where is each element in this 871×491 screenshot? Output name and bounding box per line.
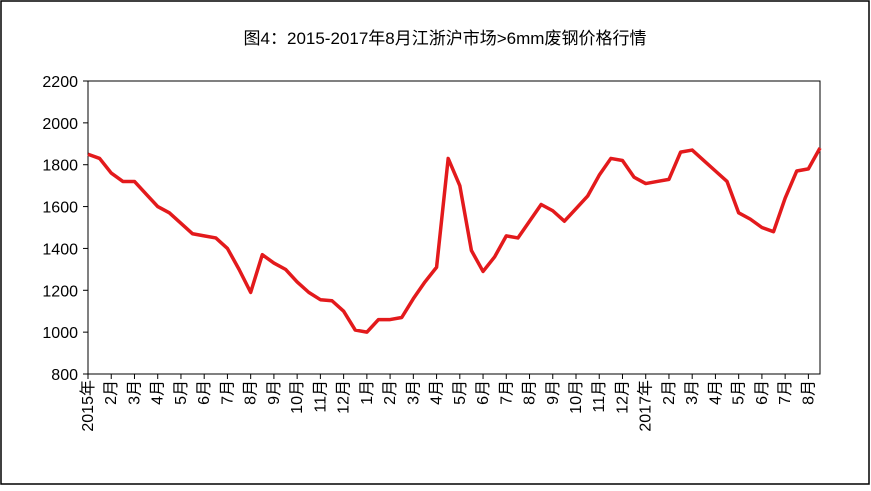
x-tick-label: 2月	[661, 380, 678, 405]
x-tick-label: 10月	[568, 380, 585, 414]
x-tick-label: 8月	[243, 380, 260, 405]
x-tick-label: 2017年	[637, 380, 655, 432]
y-tick-label: 1600	[42, 200, 78, 217]
y-tick-label: 2200	[42, 74, 78, 91]
x-tick-label: 5月	[173, 380, 190, 405]
x-tick-label: 6月	[475, 380, 492, 405]
x-tick-label: 11月	[312, 380, 329, 413]
x-tick-label: 9月	[545, 380, 562, 405]
x-tick-label: 10月	[289, 380, 306, 414]
x-tick-label: 2月	[103, 380, 120, 405]
x-tick-label: 5月	[731, 380, 748, 405]
x-tick-label: 2月	[382, 380, 399, 405]
plot-area	[87, 80, 821, 375]
x-tick-label: 1月	[359, 380, 376, 405]
x-tick-label: 7月	[498, 380, 515, 405]
chart-title: 图4：2015-2017年8月江浙沪市场>6mm废钢价格行情	[244, 29, 647, 48]
x-tick-label: 8月	[800, 380, 817, 405]
x-tick-label: 8月	[522, 380, 539, 405]
y-tick-label: 2000	[42, 116, 78, 133]
line	[87, 147, 822, 334]
y-tick-label: 1400	[42, 241, 78, 258]
y-tick-label: 1200	[42, 283, 78, 300]
y-tick-label: 800	[51, 367, 78, 384]
x-tick-label: 6月	[196, 380, 213, 405]
x-tick-label: 7月	[777, 380, 794, 405]
x-tick-label: 7月	[219, 380, 236, 405]
y-tick-label: 1800	[42, 158, 78, 175]
x-tick-label: 4月	[150, 380, 167, 405]
x-tick-label: 11月	[591, 380, 608, 413]
x-tick-label: 2015年	[79, 380, 97, 432]
x-tick-label: 5月	[452, 380, 469, 405]
y-tick-label: 1000	[42, 325, 78, 342]
x-tick-label: 12月	[614, 380, 631, 414]
x-tick-label: 4月	[707, 380, 724, 405]
x-tick-label: 3月	[405, 380, 422, 405]
x-tick-label: 9月	[266, 380, 283, 405]
x-tick-label: 3月	[126, 380, 143, 405]
x-tick-label: 4月	[429, 380, 446, 405]
x-tick-label: 3月	[684, 380, 701, 405]
x-tick-label: 12月	[336, 380, 353, 414]
x-tick-label: 6月	[754, 380, 771, 405]
